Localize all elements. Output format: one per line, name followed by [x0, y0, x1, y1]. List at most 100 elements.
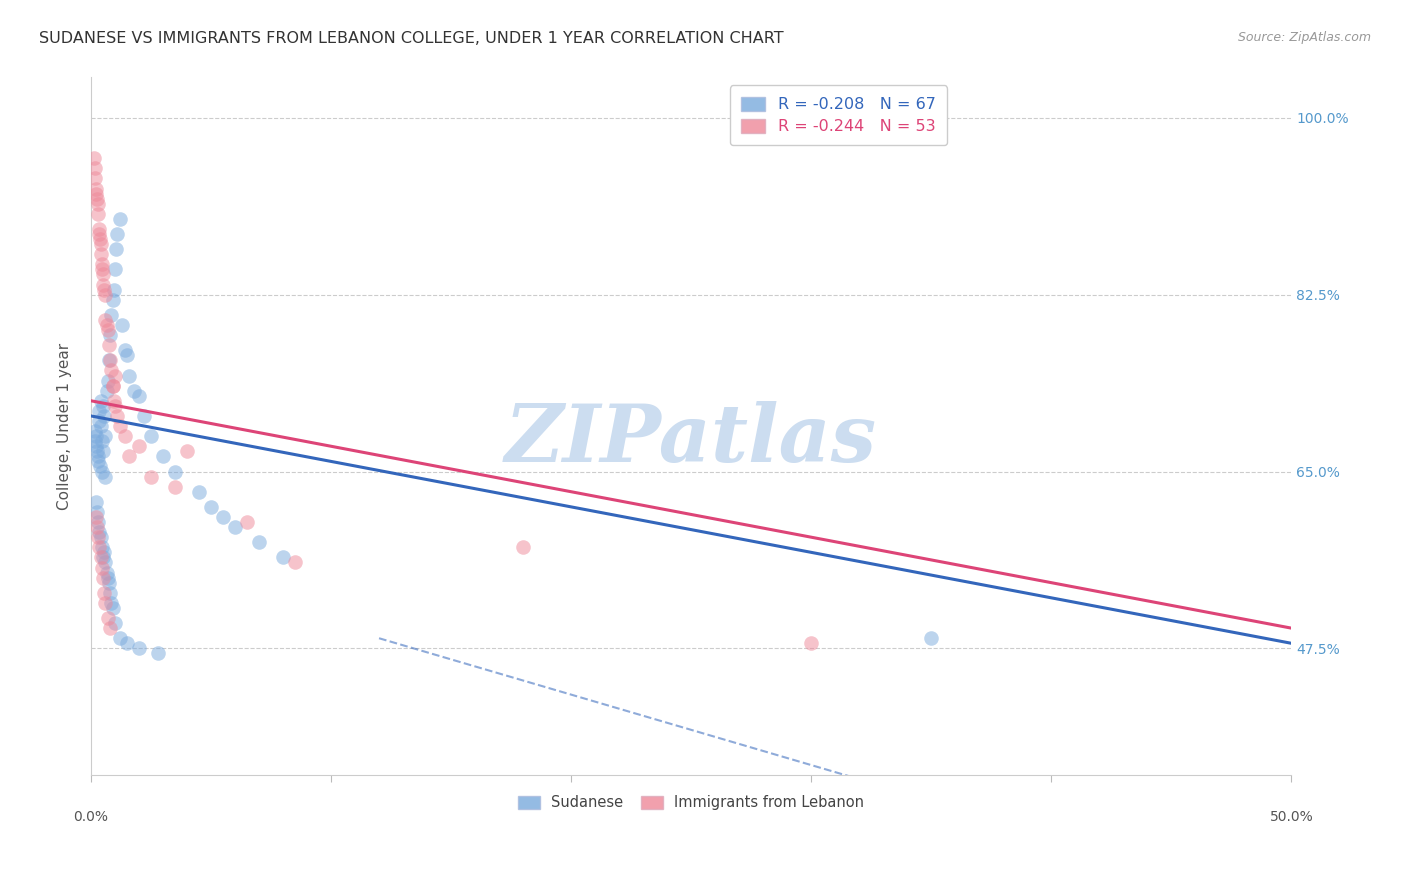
Point — [212, 510, 235, 524]
Point — [90, 237, 112, 252]
Legend: Sudanese, Immigrants from Lebanon: Sudanese, Immigrants from Lebanon — [512, 789, 870, 816]
Point — [91, 444, 114, 458]
Point — [96, 566, 118, 580]
Point — [97, 353, 120, 368]
Point — [97, 338, 120, 352]
Point — [90, 541, 112, 555]
Point — [90, 257, 112, 271]
Point — [91, 571, 114, 585]
Point — [104, 616, 127, 631]
Point — [152, 450, 174, 464]
Point — [93, 586, 115, 600]
Point — [83, 151, 105, 165]
Point — [920, 632, 942, 646]
Point — [100, 363, 122, 377]
Point — [224, 520, 246, 534]
Point — [93, 545, 115, 559]
Point — [139, 429, 162, 443]
Point — [97, 323, 120, 337]
Point — [87, 404, 110, 418]
Point — [200, 500, 222, 514]
Point — [115, 636, 138, 650]
Point — [512, 541, 534, 555]
Point — [163, 465, 186, 479]
Text: SUDANESE VS IMMIGRANTS FROM LEBANON COLLEGE, UNDER 1 YEAR CORRELATION CHART: SUDANESE VS IMMIGRANTS FROM LEBANON COLL… — [39, 31, 785, 46]
Point — [94, 287, 117, 301]
Point — [89, 541, 111, 555]
Point — [90, 550, 112, 565]
Y-axis label: College, Under 1 year: College, Under 1 year — [58, 343, 72, 509]
Point — [122, 384, 145, 398]
Point — [247, 535, 270, 549]
Point — [101, 601, 124, 615]
Point — [101, 378, 124, 392]
Point — [90, 247, 112, 261]
Point — [94, 429, 117, 443]
Point — [103, 393, 125, 408]
Point — [87, 530, 110, 544]
Point — [86, 505, 108, 519]
Point — [89, 414, 111, 428]
Point — [118, 368, 141, 383]
Point — [94, 469, 117, 483]
Point — [108, 419, 131, 434]
Point — [90, 419, 112, 434]
Point — [98, 353, 121, 368]
Point — [176, 444, 198, 458]
Point — [93, 277, 115, 292]
Point — [83, 161, 105, 176]
Point — [89, 227, 111, 241]
Point — [89, 459, 111, 474]
Point — [91, 262, 114, 277]
Point — [236, 515, 259, 529]
Point — [93, 399, 115, 413]
Text: ZIPatlas: ZIPatlas — [505, 401, 877, 479]
Point — [128, 641, 150, 656]
Point — [284, 556, 307, 570]
Point — [114, 343, 136, 358]
Point — [87, 515, 110, 529]
Point — [163, 480, 186, 494]
Point — [94, 596, 117, 610]
Point — [91, 268, 114, 282]
Point — [114, 429, 136, 443]
Point — [87, 454, 110, 468]
Point — [90, 530, 112, 544]
Point — [96, 384, 118, 398]
Point — [139, 469, 162, 483]
Point — [87, 207, 110, 221]
Point — [128, 389, 150, 403]
Point — [96, 318, 118, 332]
Point — [84, 429, 107, 443]
Point — [89, 525, 111, 540]
Point — [100, 308, 122, 322]
Point — [87, 222, 110, 236]
Point — [800, 636, 823, 650]
Point — [97, 374, 120, 388]
Point — [132, 409, 155, 423]
Point — [97, 611, 120, 625]
Point — [91, 465, 114, 479]
Point — [86, 192, 108, 206]
Point — [94, 313, 117, 327]
Point — [97, 575, 120, 590]
Point — [84, 434, 107, 449]
Point — [84, 181, 107, 195]
Point — [98, 586, 121, 600]
Point — [93, 283, 115, 297]
Point — [101, 293, 124, 307]
Point — [100, 596, 122, 610]
Point — [146, 646, 169, 660]
Point — [91, 550, 114, 565]
Point — [103, 283, 125, 297]
Point — [86, 196, 108, 211]
Point — [90, 393, 112, 408]
Text: 0.0%: 0.0% — [73, 810, 108, 824]
Point — [115, 348, 138, 362]
Point — [86, 450, 108, 464]
Point — [104, 262, 127, 277]
Point — [105, 242, 128, 256]
Point — [84, 186, 107, 201]
Point — [108, 211, 131, 226]
Point — [104, 399, 127, 413]
